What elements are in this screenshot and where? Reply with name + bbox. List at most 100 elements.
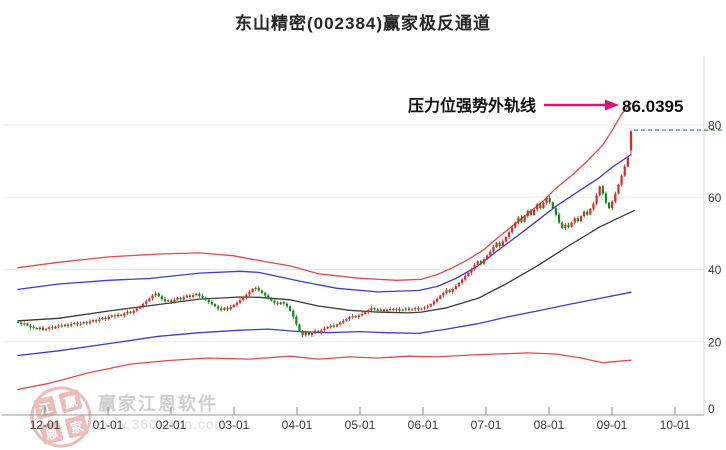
candle-body: [63, 324, 67, 327]
candle-body: [185, 295, 188, 298]
channel-line-upper_inner_blue: [17, 153, 632, 293]
axis-labels: 80 60 40 20 0 12-01 01-01 02-01 03-01 04-01 05-01 0…: [30, 119, 722, 433]
candle-body: [179, 298, 182, 300]
candle-body: [148, 298, 151, 302]
candle-body: [317, 330, 320, 333]
candle-body: [417, 308, 420, 310]
x-tick-label: 08-01: [534, 418, 565, 432]
candle-body: [98, 319, 101, 322]
y-tick-label: 0: [708, 402, 715, 416]
seal-block: [39, 421, 64, 445]
candle-body: [301, 331, 304, 336]
candle-body: [351, 316, 354, 318]
candle-body: [35, 328, 38, 330]
candle-body: [91, 320, 95, 322]
gridlines: [4, 124, 704, 343]
candle-body: [145, 301, 148, 304]
x-tick-label: 10-01: [660, 418, 691, 432]
candle-body: [342, 320, 345, 323]
candle-body: [95, 320, 98, 322]
candle-body: [414, 308, 417, 310]
candle-body: [439, 295, 442, 299]
candle-body: [489, 251, 492, 256]
candle-body: [523, 216, 526, 222]
candle-body: [263, 292, 267, 296]
watermark: 江赢恩 家赢家江恩软件 www.360gann.com: [30, 386, 227, 448]
candle-body: [354, 316, 357, 318]
candle-body: [517, 217, 520, 223]
candle-body: [617, 184, 620, 194]
candle-body: [582, 211, 586, 217]
candle-body: [23, 323, 26, 325]
candle-body: [251, 289, 254, 292]
candle-body: [32, 326, 35, 329]
candle-body: [629, 131, 633, 151]
candle-body: [445, 290, 448, 293]
candle-body: [304, 332, 307, 336]
candle-body: [48, 327, 51, 329]
candle-body: [457, 282, 461, 287]
candle-body: [157, 293, 160, 297]
candle-body: [110, 315, 113, 317]
seal-block: [58, 389, 83, 413]
pressure-annotation: 压力位强势外轨线 86.0395: [408, 96, 683, 116]
candle-body: [532, 209, 536, 215]
candle-body: [435, 298, 439, 302]
candle-body: [432, 301, 436, 305]
candle-body: [398, 309, 401, 311]
candle-body: [170, 300, 173, 303]
candle-body: [335, 324, 339, 327]
candle-body: [545, 197, 548, 203]
candle-body: [288, 306, 292, 311]
candle-body: [29, 325, 32, 327]
x-tick-label: 09-01: [597, 418, 628, 432]
candle-body: [254, 287, 257, 290]
candle-body: [492, 247, 495, 252]
candle-body: [576, 218, 579, 222]
candle-body: [57, 325, 60, 327]
candle-body: [123, 313, 126, 316]
watermark-url-text: www.360gann.com: [93, 416, 227, 432]
candle-body: [213, 304, 217, 307]
candle-body: [76, 322, 79, 325]
candle-body: [451, 289, 454, 292]
candle-body: [116, 314, 120, 317]
candle-body: [573, 218, 576, 223]
candle-body: [339, 322, 342, 325]
candle-body: [66, 324, 70, 326]
candle-body: [382, 309, 386, 312]
candle-body: [163, 299, 167, 302]
channel-line-lower_inner_blue: [17, 291, 632, 357]
candle-body: [385, 309, 389, 312]
candle-body: [73, 322, 76, 325]
candle-body: [461, 279, 464, 283]
candle-body: [395, 309, 398, 311]
candle-body: [38, 327, 41, 330]
candle-body: [548, 197, 551, 203]
candle-body: [423, 307, 426, 309]
candle-body: [557, 214, 561, 223]
candle-body: [257, 287, 260, 291]
candle-body: [364, 312, 367, 314]
candle-body: [188, 295, 192, 297]
candle-body: [486, 255, 489, 260]
candle-body: [526, 210, 529, 217]
candle-body: [192, 295, 195, 297]
candle-body: [551, 202, 554, 209]
watermark-brand-text: 赢家江恩软件: [98, 393, 218, 414]
x-tick-label: 06-01: [408, 418, 439, 432]
channel-line-upper_outer_red: [17, 102, 632, 281]
candle-body: [470, 269, 473, 273]
candle-body: [389, 308, 392, 310]
candle-body: [542, 202, 545, 209]
candle-body: [176, 298, 179, 300]
candle-body: [329, 325, 332, 327]
candle-body: [495, 242, 498, 248]
candle-body: [217, 306, 220, 309]
x-tick-label: 12-01: [30, 418, 61, 432]
candle-body: [238, 300, 242, 303]
candle-body: [504, 236, 507, 242]
candle-body: [85, 322, 88, 324]
candle-body: [16, 321, 20, 323]
